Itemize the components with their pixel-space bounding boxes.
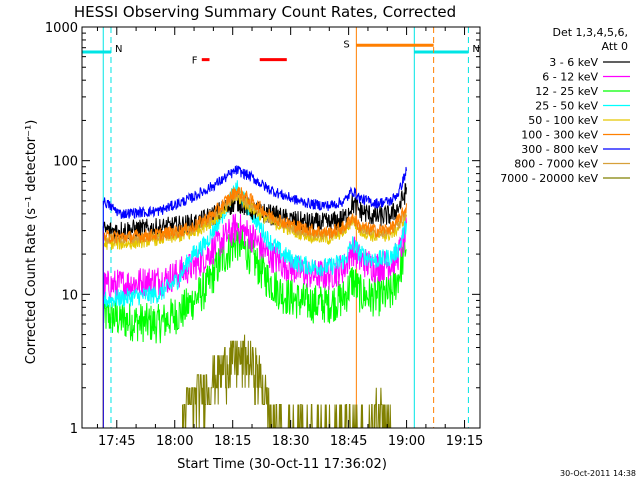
y-tick-label-2: 100 [53,155,78,170]
legend-label-8: 7000 - 20000 keV [500,172,598,185]
x-tick-label-3: 18:30 [272,434,309,449]
series-line-8 [182,334,392,428]
legend-label-0: 3 - 6 keV [549,56,598,69]
series-line-2 [102,223,407,428]
legend-header-line-2: Att 0 [602,40,628,53]
legend-label-3: 25 - 50 keV [535,100,598,113]
chart-title: HESSI Observing Summary Count Rates, Cor… [74,3,456,21]
legend-header-line-1: Det 1,3,4,5,6, [552,26,628,39]
annotation-label-2: S [343,39,349,50]
legend-label-2: 12 - 25 keV [535,85,598,98]
x-tick-label-2: 18:15 [214,434,251,449]
plot-frame [81,26,481,429]
x-tick-label-4: 18:45 [330,434,367,449]
y-tick-label-1: 10 [61,288,78,303]
series-line-3 [102,180,407,428]
y-axis-label: Corrected Count Rate (s⁻¹ detector⁻¹) [24,120,39,365]
timestamp: 30-Oct-2011 14:38 [560,469,636,478]
plot-area: N N S F [82,27,480,428]
legend-label-7: 800 - 7000 keV [514,158,598,171]
x-tick-label-6: 19:15 [446,434,483,449]
y-tick-label-3: 1000 [45,21,78,36]
legend-label-1: 6 - 12 keV [542,71,598,84]
flare-marker-label: F [192,56,198,67]
x-axis-label: Start Time (30-Oct-11 17:36:02) [177,457,387,472]
y-axis-label-group: Corrected Count Rate (s⁻¹ detector⁻¹) [24,120,39,365]
axes: 1 10 100 1000 17:45 18:00 18:15 18:30 18:45 19:00… [45,21,483,449]
series-line-1 [102,213,407,428]
x-tick-label-5: 19:00 [388,434,425,449]
legend-label-6: 300 - 800 keV [521,143,598,156]
annotation-label-1: N [472,44,479,55]
x-tick-label-1: 18:00 [156,434,193,449]
legend-label-5: 100 - 300 keV [521,129,598,142]
series-line-6 [102,165,407,428]
x-tick-label-0: 17:45 [98,434,135,449]
legend-label-4: 50 - 100 keV [528,114,598,127]
annotation-label-0: N [115,44,122,55]
y-tick-label-0: 1 [70,422,78,437]
series-line-5 [102,186,407,428]
